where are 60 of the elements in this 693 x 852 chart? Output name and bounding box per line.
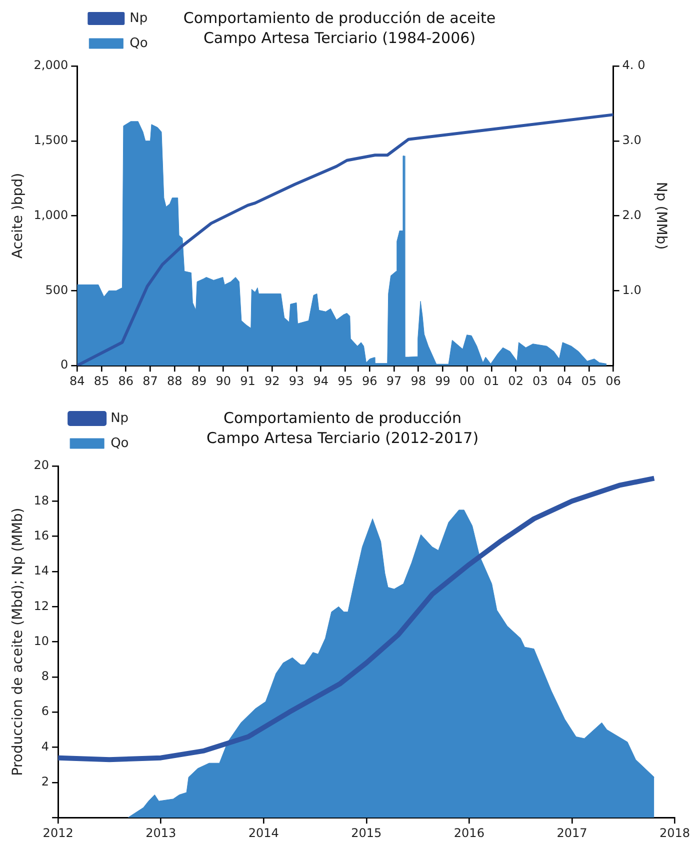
chart-subtitle: Campo Artesa Terciario (2012-2017) [206,428,479,447]
x-tick-label: 2016 [454,826,484,840]
x-tick-label: 06 [606,374,621,388]
x-tick-label: 05 [581,374,597,388]
y2-tick-label: 1.0 [622,282,642,297]
legend-label: Qo [110,436,129,451]
y-tick-label: 8 [41,669,50,684]
x-tick-label: 86 [118,374,134,388]
y-tick-label: 10 [34,634,50,648]
y-axis-title: Aceite )bpd) [10,172,26,259]
legend-label: Np [130,10,148,26]
x-tick-label: 2017 [556,826,588,840]
y-tick-label: 500 [45,282,68,297]
x-tick-label: 97 [386,374,402,388]
y-axis-title: Produccion de aceite (Mbd); Np (MMb) [10,508,26,776]
y-tick-label: 0 [60,358,68,372]
x-tick-label: 00 [459,374,475,388]
x-tick-label: 01 [484,374,500,388]
x-tick-label: 2012 [42,826,74,840]
x-tick-label: 91 [240,374,256,388]
x-tick-label: 98 [410,374,426,388]
y-tick-label: 1,000 [34,208,68,222]
y2-axis-title: Np (MMb) [652,182,669,250]
chart-subtitle: Campo Artesa Terciario (1984-2006) [203,28,476,47]
x-tick-label: 94 [313,374,328,388]
y-tick-label: 4 [41,739,50,754]
x-tick-label: 95 [338,374,353,388]
y2-tick-label: 4. 0 [622,58,646,72]
y-tick-label: 12 [34,598,50,613]
x-tick-label: 2015 [351,826,382,840]
chart-title: Comportamiento de producción de aceite [183,8,496,27]
x-tick-label: 88 [166,374,182,388]
x-tick-label: 2013 [146,826,176,840]
x-tick-label: 89 [191,374,207,388]
y-tick-label: 20 [34,458,50,472]
x-tick-label: 02 [508,374,524,388]
chart-title: Comportamiento de producción [224,408,462,427]
x-tick-label: 04 [556,374,572,388]
y-tick-label: 6 [41,704,50,718]
x-tick-label: 87 [142,374,158,388]
x-tick-label: 2018 [659,826,690,840]
x-tick-label: 2014 [248,826,279,840]
y-tick-label: 2,000 [34,58,68,72]
y-tick-label: 16 [34,528,50,542]
x-tick-label: 03 [532,374,548,388]
y2-tick-label: 3.0 [622,133,642,148]
y-tick-label: 2 [41,774,50,789]
x-tick-label: 90 [216,374,232,388]
x-tick-label: 92 [264,374,280,388]
x-tick-label: 99 [435,374,450,388]
x-tick-label: 93 [288,374,304,388]
x-tick-label: 96 [362,374,378,388]
legend-label: Qo [130,36,148,51]
x-tick-label: 85 [94,374,110,388]
legend-label: Np [110,410,129,426]
y2-tick-label: 2.0 [622,208,642,222]
x-tick-label: 84 [70,374,85,388]
y-tick-label: 14 [34,564,50,578]
y-tick-label: 1,500 [34,133,68,148]
y-tick-label: 18 [34,493,50,508]
